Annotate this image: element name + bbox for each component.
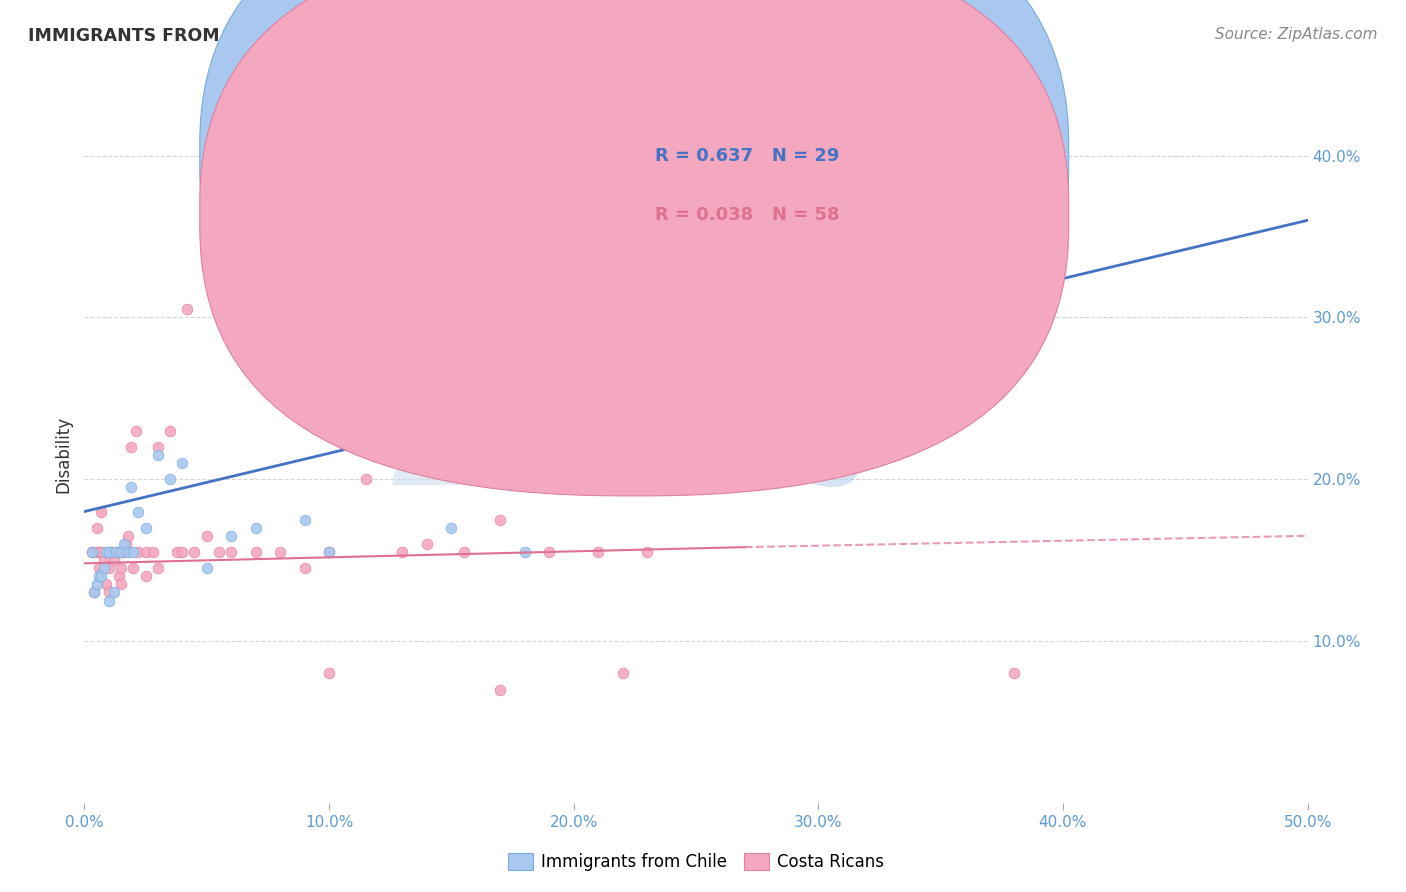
- Point: [80, 545, 103, 559]
- Point: [110, 545, 132, 559]
- Point: [90, 504, 112, 518]
- Point: [269, 545, 291, 559]
- Point: [117, 529, 139, 543]
- Point: [183, 545, 205, 559]
- Legend: Immigrants from Chile, Costa Ricans: Immigrants from Chile, Costa Ricans: [501, 847, 891, 878]
- Point: [734, 359, 756, 373]
- Point: [1002, 666, 1025, 681]
- Point: [245, 521, 267, 535]
- Text: atlas: atlas: [598, 401, 866, 508]
- Point: [195, 561, 218, 575]
- Text: R = 0.637   N = 29: R = 0.637 N = 29: [655, 147, 839, 165]
- Point: [219, 545, 242, 559]
- Point: [146, 448, 169, 462]
- Point: [87, 569, 110, 583]
- Point: [586, 545, 609, 559]
- Point: [110, 577, 132, 591]
- Point: [103, 585, 125, 599]
- Point: [416, 537, 439, 551]
- Point: [440, 521, 463, 535]
- Point: [1002, 278, 1025, 293]
- Point: [135, 545, 157, 559]
- Point: [115, 537, 138, 551]
- Point: [489, 682, 512, 697]
- Point: [195, 529, 218, 543]
- Point: [146, 561, 169, 575]
- Text: ZIP: ZIP: [395, 401, 598, 508]
- Point: [294, 561, 316, 575]
- Point: [120, 440, 142, 454]
- Point: [172, 456, 194, 470]
- Point: [100, 545, 122, 559]
- Point: [90, 545, 112, 559]
- Point: [97, 593, 120, 607]
- Point: [636, 545, 658, 559]
- Point: [97, 585, 120, 599]
- Point: [135, 569, 157, 583]
- Point: [513, 545, 536, 559]
- Point: [318, 666, 340, 681]
- Point: [83, 585, 105, 599]
- Point: [97, 545, 120, 559]
- Point: [86, 577, 108, 591]
- Point: [105, 545, 128, 559]
- Point: [107, 569, 129, 583]
- Point: [794, 392, 817, 406]
- Point: [318, 545, 340, 559]
- Point: [112, 537, 135, 551]
- Point: [219, 529, 242, 543]
- Point: [86, 521, 108, 535]
- Point: [103, 553, 125, 567]
- Text: Source: ZipAtlas.com: Source: ZipAtlas.com: [1215, 27, 1378, 42]
- Point: [120, 480, 142, 494]
- Point: [127, 504, 149, 518]
- Point: [125, 424, 148, 438]
- Point: [93, 561, 115, 575]
- Point: [87, 545, 110, 559]
- Point: [86, 545, 108, 559]
- Point: [391, 545, 413, 559]
- Point: [97, 561, 120, 575]
- Point: [318, 545, 340, 559]
- Point: [245, 545, 267, 559]
- Point: [294, 513, 316, 527]
- Point: [105, 545, 128, 559]
- Point: [176, 302, 198, 317]
- Point: [80, 545, 103, 559]
- Point: [159, 472, 181, 486]
- Point: [83, 585, 105, 599]
- Point: [110, 545, 132, 559]
- Point: [166, 545, 188, 559]
- Point: [93, 553, 115, 567]
- Point: [97, 545, 120, 559]
- Point: [159, 424, 181, 438]
- Point: [172, 545, 194, 559]
- Point: [489, 513, 512, 527]
- Point: [135, 521, 157, 535]
- Point: [87, 561, 110, 575]
- Point: [122, 561, 145, 575]
- Point: [538, 545, 561, 559]
- Point: [96, 577, 118, 591]
- Point: [453, 545, 475, 559]
- Point: [127, 545, 149, 559]
- Point: [122, 545, 145, 559]
- Point: [110, 561, 132, 575]
- Point: [96, 545, 118, 559]
- Point: [208, 545, 231, 559]
- Point: [146, 440, 169, 454]
- Y-axis label: Disability: Disability: [55, 417, 73, 493]
- Point: [354, 472, 377, 486]
- Point: [90, 569, 112, 583]
- Text: IMMIGRANTS FROM CHILE VS COSTA RICAN DISABILITY CORRELATION CHART: IMMIGRANTS FROM CHILE VS COSTA RICAN DIS…: [28, 27, 780, 45]
- Point: [142, 545, 165, 559]
- Point: [612, 666, 634, 681]
- Point: [117, 545, 139, 559]
- Text: R = 0.038   N = 58: R = 0.038 N = 58: [655, 206, 839, 224]
- Point: [112, 545, 135, 559]
